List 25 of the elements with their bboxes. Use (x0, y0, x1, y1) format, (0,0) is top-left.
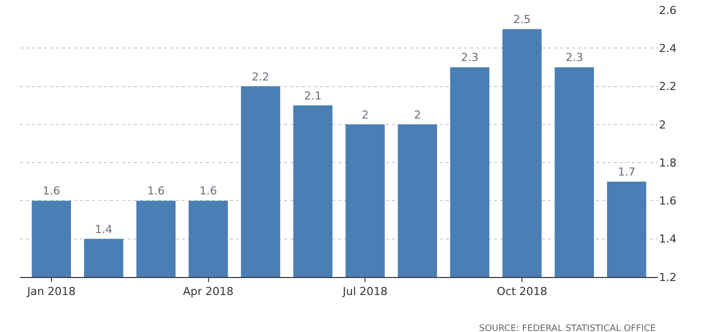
data-label: 1.6 (147, 184, 165, 198)
source-note: SOURCE: FEDERAL STATISTICAL OFFICE (479, 324, 656, 332)
data-label: 1.7 (618, 166, 636, 179)
y-tick-label: 1.8 (659, 156, 676, 170)
data-label: 1.6 (200, 184, 218, 198)
y-tick-label: 2.6 (659, 4, 676, 17)
x-tick-label: Jan 2018 (26, 285, 76, 298)
data-label: 2.1 (304, 89, 322, 102)
y-tick-label: 1.4 (659, 232, 676, 246)
y-tick-label: 2 (659, 118, 666, 132)
x-tick-label: Jul 2018 (342, 285, 388, 298)
data-label: 2.3 (566, 51, 584, 64)
data-label: 2 (414, 108, 421, 122)
data-label: 2.5 (513, 13, 531, 26)
data-label: 2.2 (252, 70, 270, 84)
data-label: 2 (362, 108, 369, 122)
y-tick-label: 1.6 (659, 194, 676, 208)
data-label: 1.4 (94, 222, 112, 236)
y-tick-label: 2.4 (659, 42, 676, 55)
y-tick-label: 2.2 (659, 80, 676, 94)
y-tick-label: 1.2 (659, 270, 676, 284)
data-label: 2.3 (460, 51, 478, 64)
data-label: 1.6 (42, 184, 60, 198)
x-tick-label: Apr 2018 (182, 285, 234, 298)
x-tick-label: Oct 2018 (496, 285, 548, 298)
